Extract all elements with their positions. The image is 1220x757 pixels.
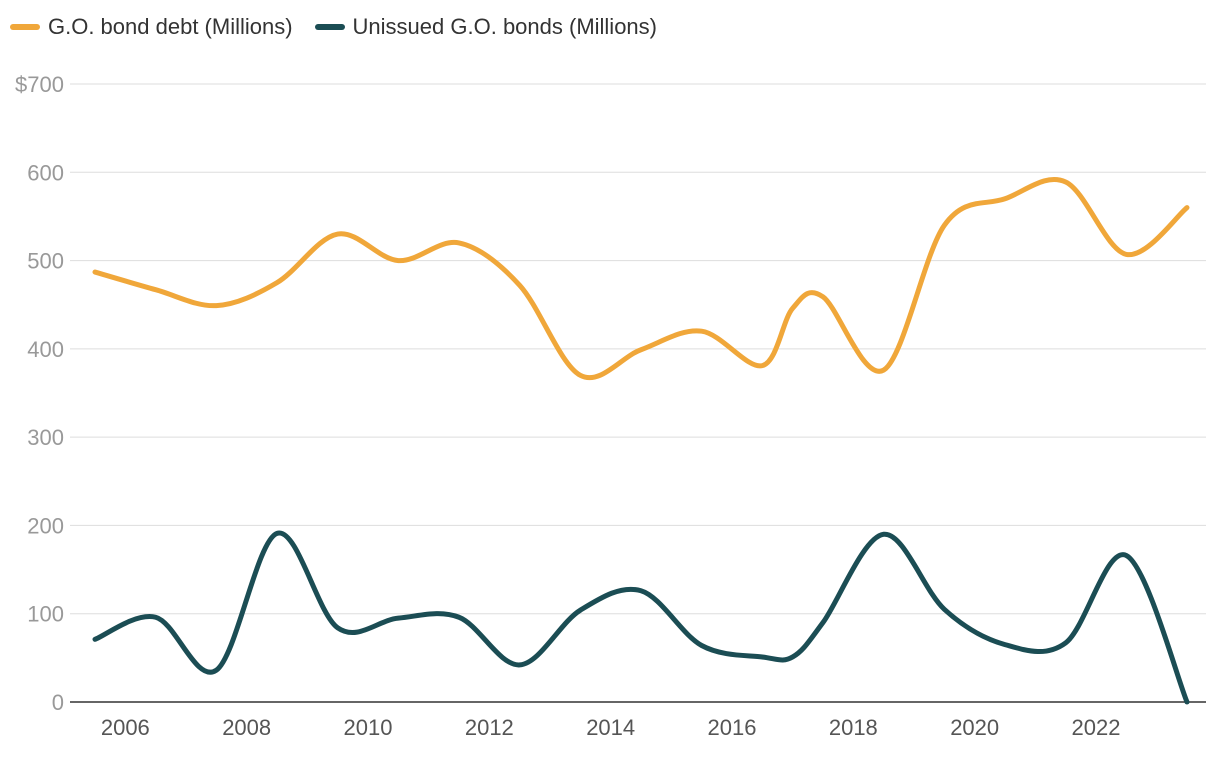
series-line-go-bond-debt (92, 177, 1190, 381)
x-tick-label-2018: 2018 (829, 715, 878, 740)
y-tick-label-500: 500 (27, 249, 64, 274)
legend-swatch-go-bond-debt (10, 24, 40, 30)
legend-swatch-unissued-go-bonds (314, 24, 345, 30)
y-tick-label-200: 200 (27, 513, 64, 538)
x-tick-label-2014: 2014 (586, 715, 635, 740)
legend-label-go-bond-debt: G.O. bond debt (Millions) (48, 14, 293, 39)
x-tick-label-2010: 2010 (344, 715, 393, 740)
legend-label-unissued-go-bonds: Unissued G.O. bonds (Millions) (352, 14, 657, 39)
legend: G.O. bond debt (Millions) Unissued G.O. … (10, 14, 679, 40)
legend-item-go-bond-debt[interactable]: G.O. bond debt (Millions) (10, 14, 293, 40)
x-tick-label-2020: 2020 (950, 715, 999, 740)
x-tick-label-2006: 2006 (101, 715, 150, 740)
y-tick-label-700: $700 (15, 72, 64, 97)
x-tick-label-2016: 2016 (708, 715, 757, 740)
y-tick-label-400: 400 (27, 337, 64, 362)
legend-item-unissued-go-bonds[interactable]: Unissued G.O. bonds (Millions) (314, 14, 657, 40)
x-tick-label-2008: 2008 (222, 715, 271, 740)
x-tick-label-2012: 2012 (465, 715, 514, 740)
y-tick-label-100: 100 (27, 602, 64, 627)
y-tick-label-600: 600 (27, 160, 64, 185)
series-line-unissued-go-bonds (92, 530, 1190, 705)
y-tick-label-300: 300 (27, 425, 64, 450)
x-tick-label-2022: 2022 (1072, 715, 1121, 740)
y-tick-label-0: 0 (52, 690, 64, 715)
